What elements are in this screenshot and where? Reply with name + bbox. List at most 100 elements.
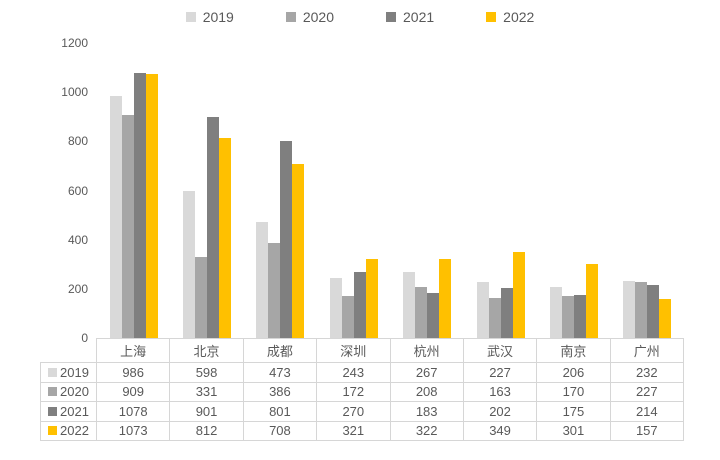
table-value-cell: 801 bbox=[243, 402, 318, 422]
table-row-header-2021: 2021 bbox=[40, 402, 97, 422]
bar-group bbox=[391, 43, 464, 338]
table-value-cell: 1073 bbox=[97, 421, 171, 441]
table-value-cell: 175 bbox=[537, 402, 611, 422]
bar-2020 bbox=[341, 295, 354, 338]
legend-key-icon bbox=[48, 426, 58, 436]
table-value-cell: 206 bbox=[537, 363, 611, 383]
legend-key-icon bbox=[48, 406, 58, 416]
bar-2022 bbox=[512, 252, 525, 338]
bar-2019 bbox=[476, 282, 489, 338]
bar-2021 bbox=[280, 141, 293, 338]
bar-group bbox=[97, 43, 170, 338]
bar-2019 bbox=[109, 95, 122, 338]
plot-region: 0 200 400 600 800 1000 1200 bbox=[40, 36, 684, 345]
legend-label: 2020 bbox=[302, 9, 334, 25]
table-city-header: 北京 bbox=[170, 338, 244, 363]
bar-2020 bbox=[121, 114, 134, 338]
table-value-cell: 986 bbox=[97, 363, 171, 383]
table-value-cell: 232 bbox=[610, 363, 684, 383]
row-header-label: 2020 bbox=[60, 384, 89, 400]
bar-2022 bbox=[145, 74, 158, 338]
legend-label: 2022 bbox=[503, 9, 535, 25]
table-city-header: 深圳 bbox=[317, 338, 391, 363]
table-city-header: 上海 bbox=[97, 338, 171, 363]
row-header-label: 2022 bbox=[60, 423, 89, 439]
bar-2019 bbox=[256, 221, 269, 338]
table-value-cell: 301 bbox=[537, 421, 611, 441]
legend-key-icon bbox=[48, 367, 58, 377]
bar-group bbox=[170, 43, 243, 338]
legend-label: 2021 bbox=[403, 9, 435, 25]
y-tick-label: 200 bbox=[67, 281, 88, 296]
bar-group bbox=[611, 43, 684, 338]
data-table: 上海 北京 成都 深圳 杭州 武汉 南京 广州 2019 986 598 473 243 267 227 20… bbox=[40, 338, 684, 441]
table-city-header: 南京 bbox=[537, 338, 611, 363]
table-row-header-2019: 2019 bbox=[40, 363, 97, 383]
bar-2020 bbox=[561, 296, 574, 338]
bar-2020 bbox=[488, 297, 501, 338]
bar-2019 bbox=[549, 287, 562, 338]
bar-2022 bbox=[439, 258, 452, 338]
y-tick-label: 800 bbox=[67, 134, 88, 149]
table-value-cell: 349 bbox=[463, 421, 538, 441]
table-value-cell: 708 bbox=[243, 421, 318, 441]
plot-area bbox=[97, 43, 684, 338]
bar-2022 bbox=[219, 138, 232, 338]
legend-key-icon bbox=[185, 12, 196, 22]
bar-2019 bbox=[403, 272, 416, 338]
bar-group bbox=[464, 43, 537, 338]
row-header-label: 2019 bbox=[60, 364, 89, 380]
bar-2022 bbox=[292, 163, 305, 338]
table-city-header: 武汉 bbox=[463, 338, 538, 363]
table-value-cell: 598 bbox=[170, 363, 244, 383]
table-value-cell: 909 bbox=[97, 382, 171, 402]
table-value-cell: 270 bbox=[317, 402, 391, 422]
table-value-cell: 172 bbox=[317, 382, 391, 402]
table-value-cell: 163 bbox=[463, 382, 538, 402]
bar-2020 bbox=[268, 243, 281, 338]
legend-key-icon bbox=[48, 387, 58, 397]
bar-2020 bbox=[635, 282, 648, 338]
table-city-header: 成都 bbox=[243, 338, 318, 363]
bar-2022 bbox=[659, 299, 672, 338]
y-tick-label: 400 bbox=[67, 232, 88, 247]
legend-key-icon bbox=[386, 12, 396, 22]
legend-item-2022: 2022 bbox=[486, 9, 534, 25]
table-city-header: 广州 bbox=[610, 338, 684, 363]
table-value-cell: 157 bbox=[610, 421, 684, 441]
table-corner-cell bbox=[40, 338, 97, 363]
legend-key-icon bbox=[486, 12, 497, 22]
table-row-header-2022: 2022 bbox=[40, 421, 97, 441]
table-value-cell: 183 bbox=[390, 402, 464, 422]
legend-item-2019: 2019 bbox=[185, 9, 234, 25]
bar-2021 bbox=[353, 271, 366, 338]
bar-2019 bbox=[329, 278, 342, 338]
bar-2020 bbox=[195, 256, 208, 338]
y-tick-label: 0 bbox=[81, 331, 88, 345]
table-value-cell: 473 bbox=[243, 363, 318, 383]
bar-2019 bbox=[183, 191, 196, 338]
table-city-header: 杭州 bbox=[390, 338, 464, 363]
bar-group bbox=[244, 43, 317, 338]
table-value-cell: 386 bbox=[243, 382, 318, 402]
bar-2022 bbox=[585, 264, 598, 338]
bar-group bbox=[317, 43, 390, 338]
table-value-cell: 812 bbox=[170, 421, 244, 441]
table-value-cell: 267 bbox=[390, 363, 464, 383]
y-axis: 0 200 400 600 800 1000 1200 bbox=[40, 36, 97, 345]
legend-label: 2019 bbox=[202, 9, 234, 25]
bar-2021 bbox=[573, 294, 586, 338]
bar-2022 bbox=[365, 259, 378, 338]
row-header-label: 2021 bbox=[60, 403, 89, 419]
table-value-cell: 322 bbox=[390, 421, 464, 441]
bar-group bbox=[537, 43, 610, 338]
table-value-cell: 170 bbox=[537, 382, 611, 402]
table-value-cell: 208 bbox=[390, 382, 464, 402]
bar-2021 bbox=[427, 293, 440, 338]
bar-2021 bbox=[207, 116, 220, 338]
legend-item-2021: 2021 bbox=[386, 9, 434, 25]
table-value-cell: 243 bbox=[317, 363, 391, 383]
table-value-cell: 1078 bbox=[97, 402, 171, 422]
table-value-cell: 227 bbox=[610, 382, 684, 402]
